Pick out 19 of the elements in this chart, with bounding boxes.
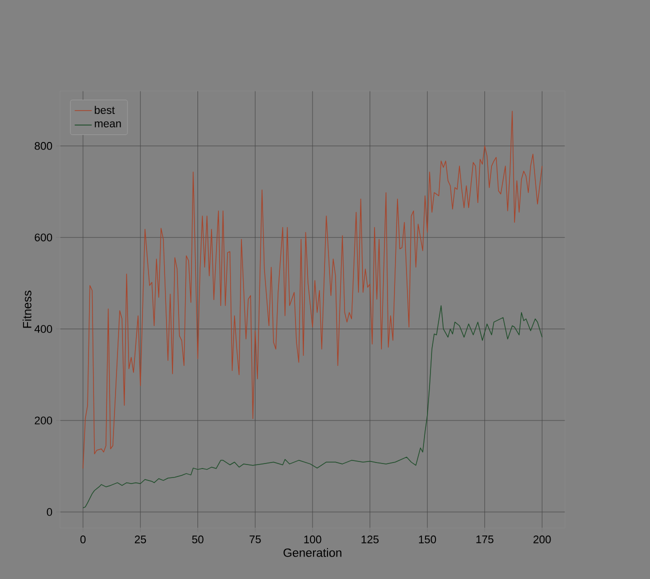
x-tick-label: 0 [80,536,86,544]
x-tick-label: 100 [304,536,322,544]
y-tick-label: 400 [34,325,52,333]
x-axis-title: Generation [284,548,342,557]
x-tick-label: 175 [476,536,494,544]
line-series [82,305,542,508]
x-tick-label: 125 [362,536,379,544]
legend-label: mean [94,121,121,128]
y-tick-label: 0 [46,508,52,516]
x-tick-label: 25 [134,536,146,544]
x-tick-label: 50 [192,536,204,544]
y-tick-label: 600 [34,234,52,242]
y-axis-title: Fitness [22,290,32,328]
x-tick-label: 150 [419,536,436,544]
y-tick-label: 200 [34,416,52,424]
legend-label: best [94,106,115,114]
x-tick-label: 200 [534,536,551,544]
x-tick-label: 75 [250,536,261,544]
y-tick-label: 800 [34,142,52,150]
